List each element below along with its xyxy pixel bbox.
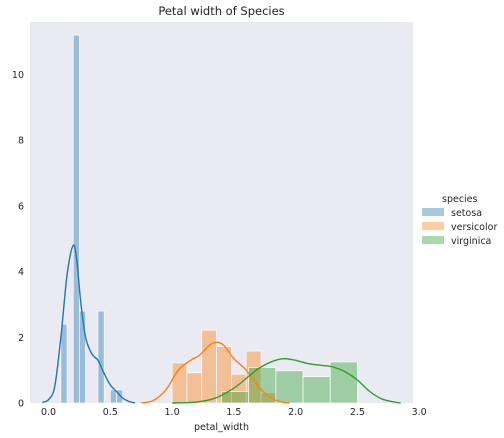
legend-label-virginica: virginica — [451, 236, 491, 247]
bar-setosa-6 — [97, 310, 105, 404]
bar-setosa-0 — [60, 323, 68, 404]
bar-virginica-4 — [329, 361, 358, 404]
legend-label-versicolor: versicolor — [451, 222, 497, 233]
y-tick-label: 6 — [18, 201, 24, 212]
x-axis-label: petal_width — [194, 422, 249, 433]
y-tick-label: 2 — [18, 333, 24, 344]
x-tick-label: 1.5 — [226, 407, 241, 418]
y-axis-ticks: 0 2 4 6 8 10 — [12, 70, 24, 409]
y-tick-label: 8 — [18, 136, 24, 147]
x-tick-label: 0.0 — [41, 407, 56, 418]
bar-versicolor-1 — [186, 372, 203, 404]
legend: species setosa versicolor virginica — [422, 194, 497, 247]
kde-curves — [42, 244, 401, 404]
x-tick-label: 3.0 — [412, 407, 427, 418]
y-tick-label: 4 — [18, 267, 24, 278]
bar-virginica-3 — [302, 376, 331, 404]
legend-title: species — [442, 194, 478, 205]
bar-setosa-3 — [79, 310, 86, 404]
kde-line-setosa — [42, 244, 136, 404]
kde-line-versicolor — [141, 341, 290, 404]
y-tick-label: 10 — [12, 70, 24, 81]
legend-swatch-setosa — [422, 208, 444, 216]
bar-versicolor-2 — [201, 329, 217, 404]
x-tick-label: 2.5 — [350, 407, 365, 418]
y-tick-label: 0 — [18, 399, 24, 410]
x-tick-label: 2.0 — [288, 407, 303, 418]
x-tick-label: 0.5 — [103, 407, 118, 418]
bar-setosa-8 — [109, 389, 117, 404]
x-tick-label: 1.0 — [165, 407, 180, 418]
bar-virginica-2 — [275, 370, 304, 404]
legend-swatch-virginica — [422, 236, 444, 244]
legend-swatch-versicolor — [422, 222, 444, 230]
plot-background — [30, 22, 413, 403]
legend-label-setosa: setosa — [451, 208, 482, 219]
x-axis-ticks: 0.0 0.5 1.0 1.5 2.0 2.5 3.0 — [41, 407, 427, 418]
chart-title: Petal width of Species — [158, 4, 284, 18]
kde-line-virginica — [172, 357, 401, 404]
bar-setosa-9 — [116, 389, 124, 404]
bar-setosa-2 — [72, 34, 80, 404]
